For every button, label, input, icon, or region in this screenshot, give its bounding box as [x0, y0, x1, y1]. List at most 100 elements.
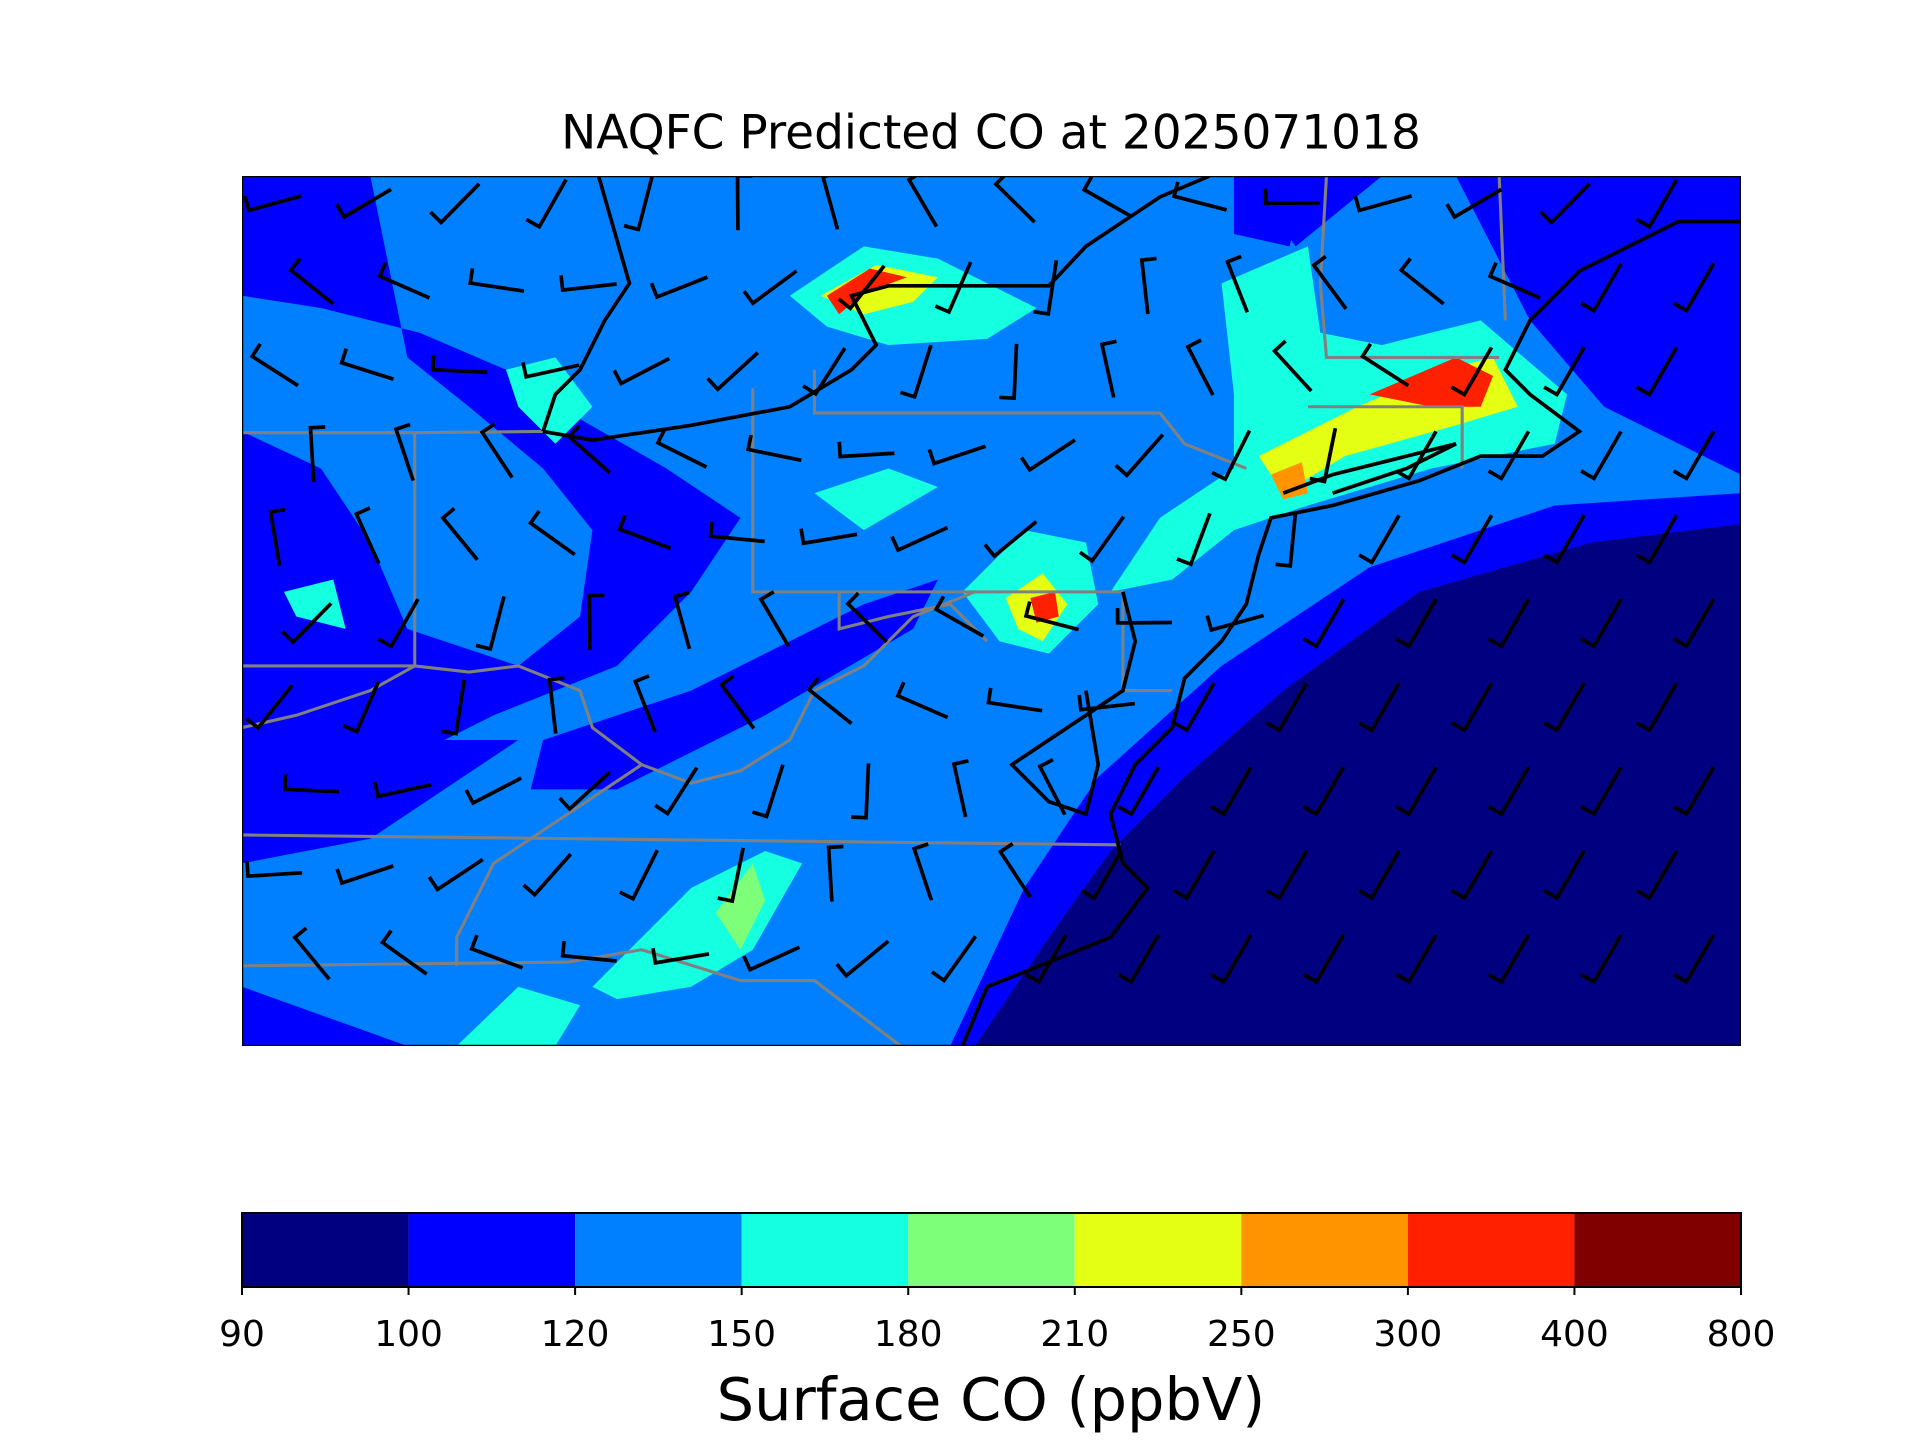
wind-barb: [717, 847, 745, 904]
wind-barb: [632, 674, 657, 733]
wind-barb: [1080, 850, 1124, 901]
colorbar-frame: [241, 1212, 1742, 1288]
wind-barb: [1173, 682, 1216, 733]
wind-barb: [440, 507, 479, 561]
wind-barb: [1672, 766, 1716, 817]
wind-barb: [1081, 176, 1133, 219]
wind-barb: [1543, 346, 1586, 398]
wind-barb: [429, 182, 481, 226]
map-title: NAQFC Predicted CO at 2025071018: [561, 106, 1421, 161]
wind-barb: [393, 422, 415, 482]
wind-barb: [899, 344, 933, 400]
wind-barb: [547, 676, 565, 734]
wind-barb: [1580, 598, 1623, 649]
wind-barb: [522, 852, 573, 898]
wind-barb: [377, 261, 431, 300]
colorbar-tick-label: 210: [1040, 1314, 1109, 1355]
wind-barb: [1115, 608, 1173, 625]
colorbar-segment: [575, 1213, 742, 1287]
wind-barb: [895, 681, 949, 720]
wind-barb: [1635, 514, 1679, 565]
wind-barb: [427, 857, 484, 892]
map: [242, 176, 1741, 1046]
wind-barb: [1672, 933, 1716, 985]
wind-barb: [1019, 438, 1076, 473]
wind-barb: [649, 275, 709, 300]
wind-barb: [930, 935, 978, 984]
colorbar-segment: [741, 1213, 909, 1287]
wind-barb: [1635, 178, 1679, 230]
wind-barb: [742, 945, 801, 973]
wind-barb: [1099, 339, 1117, 398]
wind-barb: [527, 509, 576, 557]
wind-barb: [1358, 682, 1401, 733]
colorbar-tick-label: 150: [707, 1314, 776, 1355]
field-region: [1030, 591, 1059, 623]
wind-barb: [1302, 933, 1346, 985]
wind-barb: [441, 679, 466, 736]
wind-barb: [758, 590, 791, 648]
wind-barb: [1117, 766, 1161, 817]
wind-barb: [1353, 194, 1413, 213]
wind-barb: [1185, 338, 1215, 396]
wind-barb: [837, 441, 895, 459]
wind-barb: [719, 674, 756, 730]
wind-barb: [1635, 850, 1679, 901]
wind-barb: [379, 929, 428, 976]
wind-barb: [708, 521, 765, 544]
wind-barb: [1302, 766, 1346, 817]
wind-barb: [464, 776, 523, 806]
wind-barb: [1450, 850, 1494, 901]
wind-barb: [1450, 682, 1494, 733]
wind-barb: [742, 269, 798, 306]
wind-barb: [1359, 342, 1410, 388]
field-region: [715, 863, 766, 950]
colorbar-tick-label: 100: [374, 1314, 443, 1355]
wind-barb: [617, 514, 672, 551]
wind-barb: [845, 591, 888, 644]
wind-barb: [342, 681, 381, 734]
wind-barb: [927, 444, 987, 466]
wind-barb: [1077, 694, 1136, 712]
wind-barb: [1265, 682, 1309, 733]
wind-barb: [1580, 933, 1623, 985]
wind-barb: [1210, 933, 1253, 985]
wind-barb: [986, 687, 1043, 713]
wind-barb: [623, 176, 654, 232]
wind-barb: [612, 356, 671, 386]
wind-barb: [335, 187, 392, 220]
wind-barb: [1450, 346, 1494, 398]
wind-barb: [1265, 850, 1309, 901]
wind-barb: [558, 770, 611, 812]
wind-barb: [1543, 850, 1586, 901]
wind-barb: [983, 520, 1038, 559]
colorbar-segment: [242, 1213, 409, 1287]
wind-barb: [1580, 766, 1623, 817]
wind-barb: [1487, 261, 1541, 300]
wind-barb: [566, 424, 612, 475]
wind-barb: [479, 422, 514, 479]
wind-barb: [292, 926, 331, 981]
colorbar-segment: [1574, 1213, 1741, 1287]
wind-barb: [1139, 256, 1157, 315]
wind-barb: [951, 759, 969, 818]
colorbar-tick-label: 90: [219, 1314, 265, 1355]
field-region: [283, 579, 346, 629]
wind-barb: [1580, 430, 1623, 481]
wind-barb: [1487, 933, 1531, 985]
wind-barb: [245, 861, 303, 879]
colorbar: 90 100 120 150 180 210 250 300 400 800: [219, 1212, 1775, 1355]
wind-barb: [308, 425, 326, 483]
wind-barb: [1117, 933, 1161, 985]
wind-barb: [1539, 182, 1591, 226]
field-region: [530, 579, 938, 790]
wind-barb: [651, 947, 710, 965]
wind-barb: [1275, 511, 1298, 568]
wind-barb: [1173, 850, 1216, 901]
wind-barb: [288, 257, 335, 306]
wind-barb: [1672, 598, 1716, 649]
wind-barb: [1114, 433, 1165, 478]
colorbar-segment: [908, 1213, 1075, 1287]
wind-barb: [1037, 757, 1067, 816]
